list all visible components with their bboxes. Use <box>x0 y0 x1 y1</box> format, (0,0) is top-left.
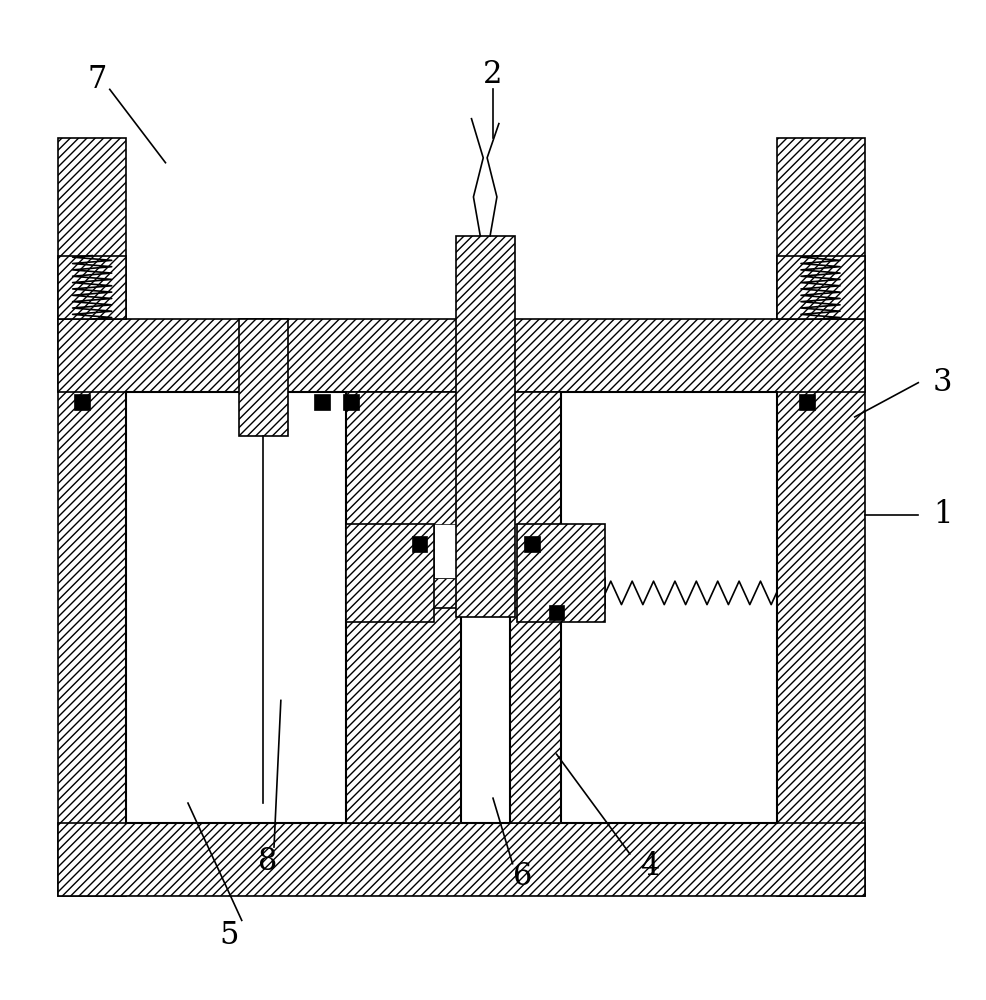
Text: 8: 8 <box>258 846 278 877</box>
Bar <box>343 394 359 410</box>
Bar <box>549 605 564 620</box>
Bar <box>346 392 561 823</box>
Bar <box>518 524 605 622</box>
Bar <box>346 524 435 622</box>
Text: 6: 6 <box>513 861 532 892</box>
Bar <box>74 394 90 410</box>
Bar <box>460 608 510 823</box>
Bar <box>239 319 288 436</box>
Text: 4: 4 <box>640 851 659 882</box>
Bar <box>58 256 126 319</box>
Bar <box>412 536 428 552</box>
Bar <box>525 536 540 552</box>
Bar <box>58 319 865 392</box>
Bar <box>58 823 865 896</box>
Text: 2: 2 <box>483 59 503 90</box>
Bar <box>777 256 865 319</box>
Bar <box>456 236 515 617</box>
Text: 7: 7 <box>88 64 106 95</box>
Bar <box>777 138 865 896</box>
Bar <box>315 394 329 410</box>
Text: 5: 5 <box>219 920 239 951</box>
Bar <box>346 578 605 608</box>
Bar <box>435 524 518 578</box>
Bar <box>561 392 777 823</box>
Bar <box>126 392 346 823</box>
Bar <box>58 138 126 896</box>
Text: 1: 1 <box>933 499 952 530</box>
Bar <box>800 394 815 410</box>
Text: 3: 3 <box>933 367 952 398</box>
